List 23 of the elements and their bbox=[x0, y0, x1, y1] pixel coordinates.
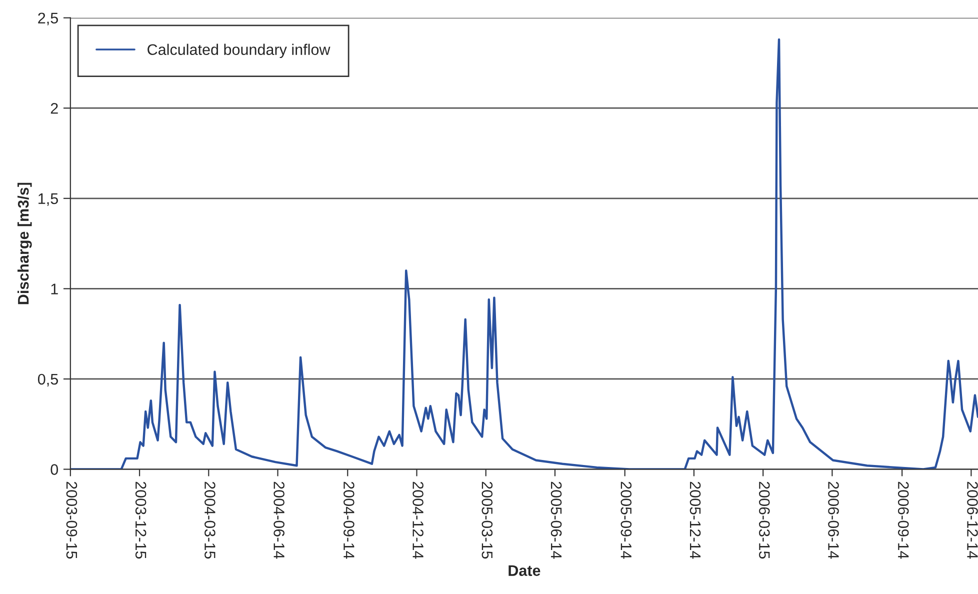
x-tick-label: 2003-12-15 bbox=[135, 482, 146, 559]
x-tick-label: 2006-06-14 bbox=[828, 482, 839, 559]
y-tick-label: 1 bbox=[51, 284, 58, 294]
y-tick-label: 1,5 bbox=[38, 193, 58, 206]
x-tick-label: 2005-12-14 bbox=[690, 482, 701, 559]
y-axis-title: Discharge [m3/s] bbox=[18, 182, 32, 304]
legend-label: Calculated boundary inflow bbox=[148, 44, 330, 58]
x-tick-label: 2004-03-15 bbox=[204, 482, 216, 559]
x-tick-label: 2005-03-15 bbox=[482, 482, 493, 559]
x-tick-label: 2006-09-14 bbox=[898, 482, 909, 559]
x-tick-label: 2004-06-14 bbox=[274, 482, 284, 559]
y-tick-label: 2,5 bbox=[38, 12, 58, 26]
y-tick-label: 0,5 bbox=[38, 374, 58, 386]
y-tick-label: 2 bbox=[50, 102, 58, 114]
x-tick-label: 2004-09-14 bbox=[344, 482, 354, 559]
x-tick-label: 2005-06-14 bbox=[550, 482, 562, 559]
y-tick-label: 0 bbox=[50, 464, 58, 475]
x-tick-label: 2003-09-15 bbox=[66, 482, 78, 559]
x-tick-label: 2004-12-14 bbox=[412, 482, 424, 559]
x-tick-label: 2006-03-15 bbox=[758, 482, 770, 559]
x-tick-label: 2005-09-14 bbox=[620, 482, 632, 559]
x-tick-label: 2006-12-14 bbox=[967, 482, 978, 559]
x-axis-title: Date bbox=[508, 565, 540, 576]
